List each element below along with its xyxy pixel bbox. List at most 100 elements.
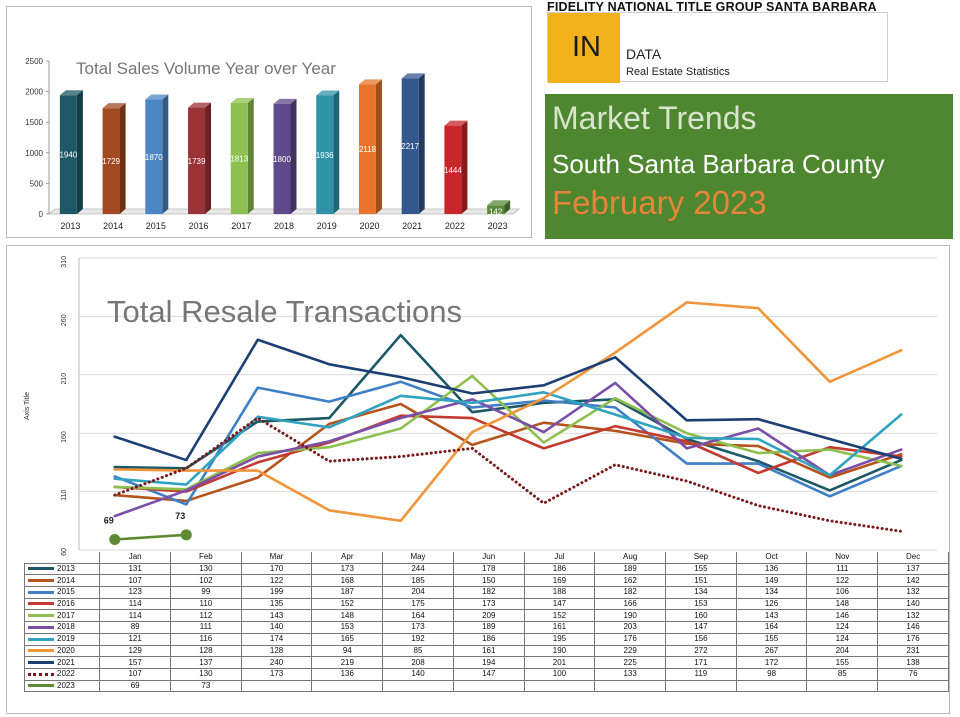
legend-label: 2017 — [57, 610, 75, 620]
bar-category-label: 2023 — [488, 221, 508, 231]
table-cell: 122 — [240, 574, 313, 588]
table-cell: 111 — [170, 621, 242, 634]
brand-in-block: IN — [548, 13, 620, 83]
table-cell: 134 — [665, 586, 737, 599]
table-cell: 151 — [665, 574, 737, 588]
legend-label: 2018 — [57, 622, 75, 632]
table-cell: 204 — [806, 644, 879, 658]
bar-side-2022 — [461, 120, 468, 214]
bar-2021 — [401, 78, 419, 214]
table-cell: 121 — [99, 632, 172, 646]
bar-side-2023 — [504, 200, 511, 214]
brand-logo: IN DATA Real Estate Statistics — [547, 12, 888, 83]
series-marker-2023 — [109, 533, 121, 545]
table-cell: 146 — [877, 621, 949, 634]
bar-y-tick-label: 500 — [30, 179, 44, 188]
table-cell: 111 — [806, 562, 879, 576]
table-cell: 225 — [594, 656, 667, 669]
bar-y-tick-label: 1500 — [25, 118, 43, 127]
bar-category-label: 2018 — [274, 221, 294, 231]
bar-side-2020 — [375, 79, 382, 214]
month-header: Apr — [311, 552, 384, 564]
bar-top-2019 — [316, 90, 340, 96]
table-cell: 107 — [99, 667, 172, 681]
legend-cell: 2015 — [23, 586, 101, 599]
table-row: 2015 123 99 199 187 204 182 188 182 134 134 106 132 — [23, 586, 949, 599]
table-cell: 131 — [99, 562, 172, 576]
bar-side-2015 — [162, 94, 169, 214]
brand-title: FIDELITY NATIONAL TITLE GROUP SANTA BARB… — [547, 0, 877, 14]
table-cell — [877, 679, 949, 693]
table-cell: 142 — [877, 574, 949, 588]
market-trends-period: February 2023 — [552, 184, 767, 221]
bar-y-tick-label: 2000 — [25, 88, 43, 97]
bar-side-2019 — [333, 90, 340, 214]
bar-2013 — [59, 95, 77, 214]
bar-category-label: 2016 — [189, 221, 209, 231]
table-cell — [665, 679, 737, 693]
legend-label: 2021 — [57, 657, 75, 667]
month-header: Jan — [99, 552, 172, 564]
table-cell: 129 — [99, 644, 172, 658]
table-cell: 146 — [806, 609, 879, 623]
table-cell: 136 — [311, 667, 384, 681]
table-cell: 152 — [523, 609, 596, 623]
table-cell: 124 — [806, 621, 879, 634]
table-cell: 168 — [311, 574, 384, 588]
bar-value-label: 1444 — [444, 166, 462, 175]
bar-value-label: 2118 — [359, 145, 377, 154]
table-cell: 186 — [452, 632, 525, 646]
bar-value-label: 1800 — [273, 155, 291, 164]
line-chart-title: Total Resale Transactions — [107, 294, 462, 329]
legend-cell: 2020 — [23, 644, 101, 658]
table-cell: 187 — [311, 586, 384, 599]
table-cell: 164 — [382, 609, 454, 623]
bar-value-label: 1870 — [145, 153, 163, 162]
table-cell: 155 — [806, 656, 879, 669]
table-cell: 178 — [452, 562, 525, 576]
table-cell: 219 — [311, 656, 384, 669]
bar-category-label: 2015 — [146, 221, 166, 231]
bar-top-2016 — [188, 102, 212, 108]
table-cell: 190 — [523, 644, 596, 658]
legend-cell: 2018 — [23, 621, 101, 634]
market-trends-region: South Santa Barbara County — [552, 149, 885, 179]
table-row: 2014 107 102 122 168 185 150 169 162 151 149 122 142 — [23, 574, 949, 588]
legend-label: 2015 — [57, 587, 75, 597]
bar-side-2013 — [76, 90, 83, 214]
table-cell: 136 — [735, 562, 808, 576]
bar-value-label: 142 — [489, 207, 503, 216]
table-cell: 170 — [240, 562, 313, 576]
table-cell: 240 — [240, 656, 313, 669]
bar-2014 — [102, 108, 120, 214]
series-line-2022 — [113, 416, 903, 533]
legend-swatch — [28, 602, 54, 606]
series-line-2017 — [113, 374, 903, 491]
table-corner — [25, 552, 100, 563]
legend-label: 2013 — [57, 564, 75, 574]
table-cell: 186 — [523, 562, 596, 576]
table-cell: 99 — [170, 586, 242, 599]
legend-cell: 2013 — [23, 562, 101, 576]
data-label: 69 — [104, 515, 114, 525]
table-cell: 185 — [382, 574, 454, 588]
month-header: Jun — [452, 552, 525, 564]
table-cell: 98 — [735, 667, 808, 681]
table-cell: 153 — [311, 621, 384, 634]
bar-category-label: 2017 — [231, 221, 251, 231]
bar-value-label: 1813 — [230, 155, 248, 164]
table-cell: 160 — [665, 609, 737, 623]
table-cell: 152 — [311, 597, 384, 611]
bar-top-2013 — [59, 90, 83, 96]
month-header: Oct — [735, 552, 808, 564]
table-cell: 135 — [240, 597, 313, 611]
legend-label: 2019 — [57, 634, 75, 644]
table-header-row: Jan Feb Mar Apr May Jun Jul Aug Sep Oct Nov Dec — [25, 552, 949, 564]
table-row: 2023 69 73 — [23, 679, 949, 693]
table-cell: 69 — [99, 679, 172, 693]
bar-2015 — [145, 99, 163, 214]
sales-volume-svg: 0 500 1000 1500 2000 2500 1940 2013 1729 2014 1870… — [25, 57, 521, 231]
table-cell: 89 — [99, 621, 172, 634]
table-cell: 102 — [170, 574, 242, 588]
table-cell: 122 — [806, 574, 879, 588]
